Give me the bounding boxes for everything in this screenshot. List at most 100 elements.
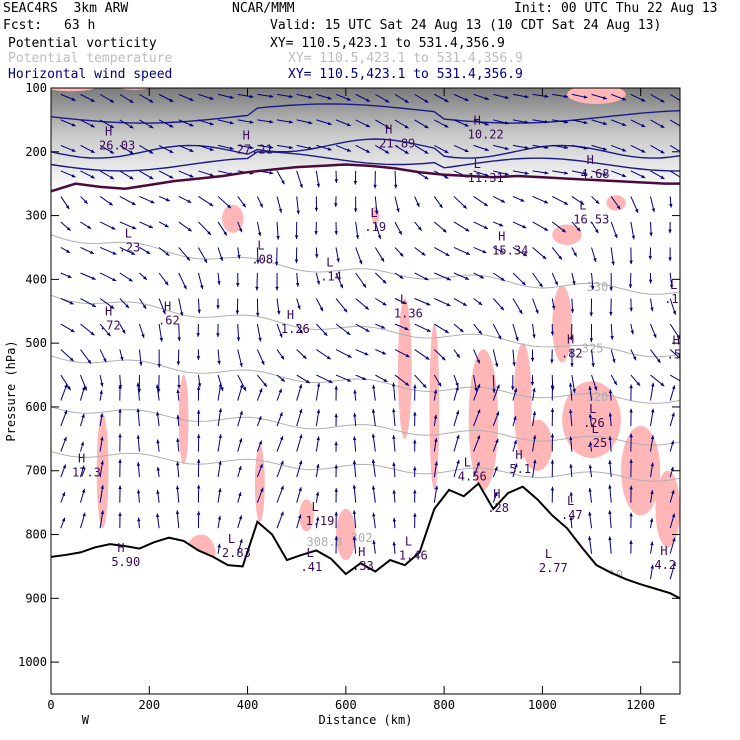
wind-vector-head — [484, 122, 489, 126]
wind-vector-head — [650, 307, 654, 312]
pv-extremum: H.5 — [667, 334, 680, 362]
wind-vector-head — [564, 94, 569, 99]
wind-vector — [60, 409, 68, 427]
wind-vector-head — [280, 511, 284, 516]
wind-vector — [434, 272, 451, 281]
pv-extremum: L.25 — [586, 422, 608, 450]
wind-vector — [512, 272, 526, 286]
wind-vector-head — [484, 96, 489, 100]
pv-extremum-value: 1.19 — [305, 514, 334, 528]
wind-vector-head — [609, 287, 613, 291]
wind-vector-head — [71, 123, 76, 127]
wind-vector — [158, 93, 174, 103]
wind-vector-head — [141, 333, 145, 338]
wind-vector — [355, 349, 369, 356]
wind-vector-head — [238, 515, 243, 520]
wind-vector-shaft — [669, 349, 680, 360]
wind-vector — [492, 411, 500, 427]
wind-vector-head — [259, 388, 263, 393]
pv-shade-region — [254, 445, 265, 522]
wind-vector-head — [258, 440, 262, 445]
wind-vector-head — [512, 362, 516, 367]
pv-shade-region — [299, 499, 314, 532]
wind-vector-head — [334, 203, 338, 207]
wind-vector-head — [316, 409, 321, 414]
wind-vector — [334, 441, 338, 452]
wind-vector — [335, 144, 352, 152]
wind-vector — [276, 374, 286, 383]
wind-vector — [237, 119, 254, 124]
wind-vector-head — [71, 97, 76, 101]
wind-vector-head — [352, 460, 357, 465]
wind-vector-head — [385, 124, 390, 128]
x-tick-label: 600 — [335, 698, 357, 712]
wind-vector-head — [444, 98, 449, 102]
wind-vector-head — [339, 284, 343, 289]
wind-vector-head — [69, 301, 74, 305]
wind-vector — [334, 385, 338, 401]
wind-vector-head — [564, 120, 569, 124]
wind-vector — [314, 221, 318, 235]
wind-vector — [551, 247, 563, 260]
wind-vector — [276, 119, 293, 124]
wind-vector-head — [417, 226, 422, 231]
wind-vector — [374, 196, 379, 215]
wind-vector-head — [218, 408, 223, 413]
wind-vector-head — [162, 310, 166, 315]
wind-vector — [119, 323, 126, 334]
wind-vector-head — [239, 538, 243, 543]
wind-vector-head — [590, 285, 595, 290]
wind-vector — [611, 170, 627, 178]
wind-vector-head — [118, 384, 122, 389]
wind-vector-head — [281, 180, 285, 185]
wind-vector — [177, 324, 181, 342]
wind-vector-head — [434, 461, 438, 466]
wind-vector — [512, 93, 529, 99]
y-tick-label: 200 — [25, 145, 47, 159]
wind-vector-head — [424, 175, 429, 180]
wind-vector — [372, 512, 376, 529]
pv-extremum-type: H — [673, 334, 680, 348]
wind-vector — [335, 119, 352, 127]
wind-vector-head — [572, 388, 576, 393]
wind-vector-head — [302, 355, 307, 359]
wind-vector — [237, 349, 243, 368]
wind-vector — [433, 414, 438, 427]
wind-vector-head — [580, 201, 585, 205]
wind-vector — [371, 408, 376, 427]
theta-contour — [51, 294, 680, 358]
pv-extremum-type: L — [545, 547, 552, 561]
wind-vector — [394, 247, 404, 257]
wind-vector — [216, 298, 220, 310]
pv-shade-region — [655, 470, 680, 548]
wind-vector-head — [608, 484, 612, 489]
wind-vector — [119, 170, 134, 180]
wind-vector — [532, 247, 547, 260]
wind-vector-head — [131, 201, 136, 205]
wind-vector — [433, 389, 438, 401]
wind-vector-head — [405, 382, 409, 386]
wind-vector-head — [203, 258, 208, 263]
wind-vector-head — [99, 413, 104, 418]
wind-vector-head — [608, 389, 613, 394]
wind-vector-head — [641, 123, 646, 127]
pv-extremum-type: H — [385, 123, 392, 137]
wind-vector — [99, 485, 105, 503]
wind-vector-head — [239, 410, 243, 415]
wind-vector-head — [274, 261, 279, 266]
wind-vector-head — [413, 489, 417, 494]
wind-vector-head — [462, 204, 467, 209]
wind-vector-head — [175, 461, 180, 466]
wind-vector — [217, 408, 223, 427]
wind-vector — [650, 490, 654, 503]
wind-vector — [217, 515, 222, 529]
wind-vector-head — [532, 411, 537, 416]
wind-vector-head — [90, 175, 95, 179]
wind-vector — [276, 388, 282, 401]
wind-vector — [512, 415, 517, 427]
wind-vector-head — [671, 412, 675, 417]
wind-vector — [512, 247, 528, 257]
wind-vector-head — [148, 224, 153, 229]
wind-vector-head — [399, 252, 404, 257]
pv-shade-region — [621, 425, 661, 516]
